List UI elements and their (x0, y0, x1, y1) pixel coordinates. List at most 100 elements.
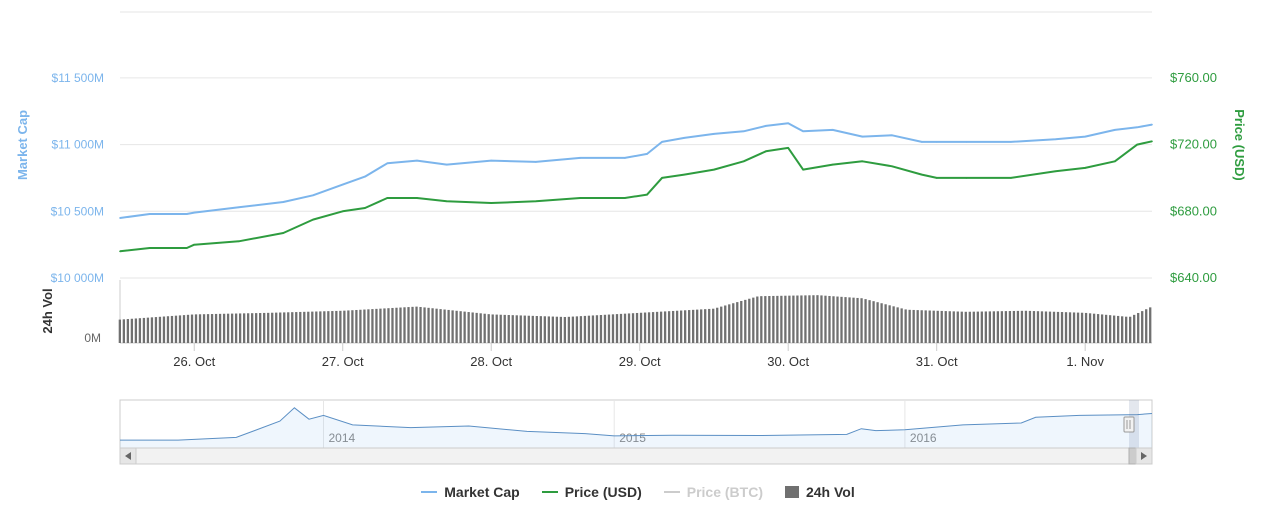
volume-bar (303, 311, 306, 343)
data-point (831, 163, 834, 166)
volume-bar (263, 312, 266, 343)
volume-bar (988, 311, 991, 343)
volume-bar (944, 311, 947, 343)
navigator-year-label: 2015 (619, 431, 646, 445)
volume-bar (1108, 315, 1112, 343)
volume-bar (896, 307, 899, 343)
volume-bar (198, 314, 202, 343)
data-point (490, 159, 493, 162)
volume-bar (800, 295, 803, 343)
right-axis-tick-label: $760.00 (1170, 70, 1217, 85)
grid (120, 11, 1152, 279)
left-axis-tick-label: $10 000M (51, 271, 104, 285)
volume-bar (603, 314, 607, 343)
data-point (861, 160, 864, 163)
volume-bar (872, 301, 875, 343)
left-axis-title: Market Cap (15, 110, 30, 180)
volume-bar (655, 311, 659, 343)
volume-bar (194, 314, 198, 343)
volume-bar (138, 318, 142, 343)
volume-bar (331, 311, 334, 343)
volume-bar (507, 315, 510, 343)
legend-item-0[interactable]: Market Cap (421, 484, 520, 500)
volume-bar (663, 311, 667, 343)
volume-bar (1096, 314, 1100, 343)
legend-item-1[interactable]: Price (USD) (541, 484, 642, 500)
volume-bar (383, 308, 386, 343)
volume-bar (327, 311, 330, 343)
volume-bar (1000, 311, 1004, 343)
volume-bar (1125, 316, 1128, 343)
data-point (312, 194, 314, 197)
volume-bar (363, 309, 366, 343)
data-point (713, 133, 715, 135)
data-point (282, 201, 285, 203)
volume-bar (431, 308, 434, 343)
data-point (683, 137, 686, 139)
volume-bar (792, 295, 795, 343)
data-point (148, 247, 151, 249)
volume-bar (1092, 313, 1096, 343)
volume-bar (222, 313, 226, 343)
data-point (765, 150, 767, 153)
volume-bar (527, 315, 530, 343)
volume-bar (1129, 316, 1132, 343)
volume-bar (559, 316, 563, 343)
data-point (713, 168, 715, 171)
data-point (787, 122, 790, 125)
volume-bar (134, 318, 138, 343)
volume-bar (259, 313, 262, 343)
series-line-1 (119, 140, 1153, 253)
volume-bar (732, 303, 735, 343)
data-point (624, 197, 626, 199)
data-point (891, 134, 893, 137)
volume-bar (796, 295, 799, 343)
volume-bar (214, 313, 218, 343)
data-point (646, 153, 648, 155)
legend-item-3[interactable]: 24h Vol (784, 484, 855, 500)
volume-bar (840, 296, 843, 343)
volume-bar (643, 312, 647, 343)
data-point (765, 125, 767, 127)
x-axis-tick-label: 30. Oct (767, 354, 809, 369)
volume-bar (1104, 314, 1108, 343)
volume-bar (683, 310, 687, 343)
volume-bar (255, 313, 258, 343)
volume-bar (908, 309, 911, 343)
volume-bar (391, 307, 394, 343)
volume-bar (142, 317, 146, 343)
volume-bar (752, 297, 755, 343)
volume-bar (607, 314, 611, 343)
volume-bar (423, 307, 426, 343)
volume-bar (335, 310, 338, 343)
data-point (1054, 138, 1057, 141)
data-point (661, 177, 663, 179)
volume-bar (611, 314, 615, 343)
volume-bar (403, 307, 406, 343)
volume-bar (619, 313, 623, 343)
navigator-handle (1123, 416, 1135, 433)
navigator[interactable]: 2014 2015 2016 (119, 399, 1153, 465)
volume-bar (407, 307, 410, 343)
volume-bar (395, 307, 398, 343)
volume-bar (491, 314, 494, 343)
data-point (490, 202, 493, 204)
volume-bar (1048, 311, 1052, 343)
legend-item-2[interactable]: Price (BTC) (663, 484, 763, 500)
volume-bar (916, 310, 919, 343)
volume-bar (864, 299, 867, 343)
volume-bar (411, 306, 414, 343)
volume-bar (555, 316, 559, 343)
data-point (1114, 129, 1116, 131)
legend-swatch-icon (784, 486, 799, 498)
volume-bar (772, 295, 775, 343)
volume-bar (808, 295, 811, 343)
data-point (935, 141, 938, 143)
volume-bar (206, 314, 210, 343)
volume-bar (1016, 310, 1020, 343)
data-point (802, 130, 804, 133)
volume-bar (756, 296, 759, 343)
volume-bar (716, 307, 719, 343)
